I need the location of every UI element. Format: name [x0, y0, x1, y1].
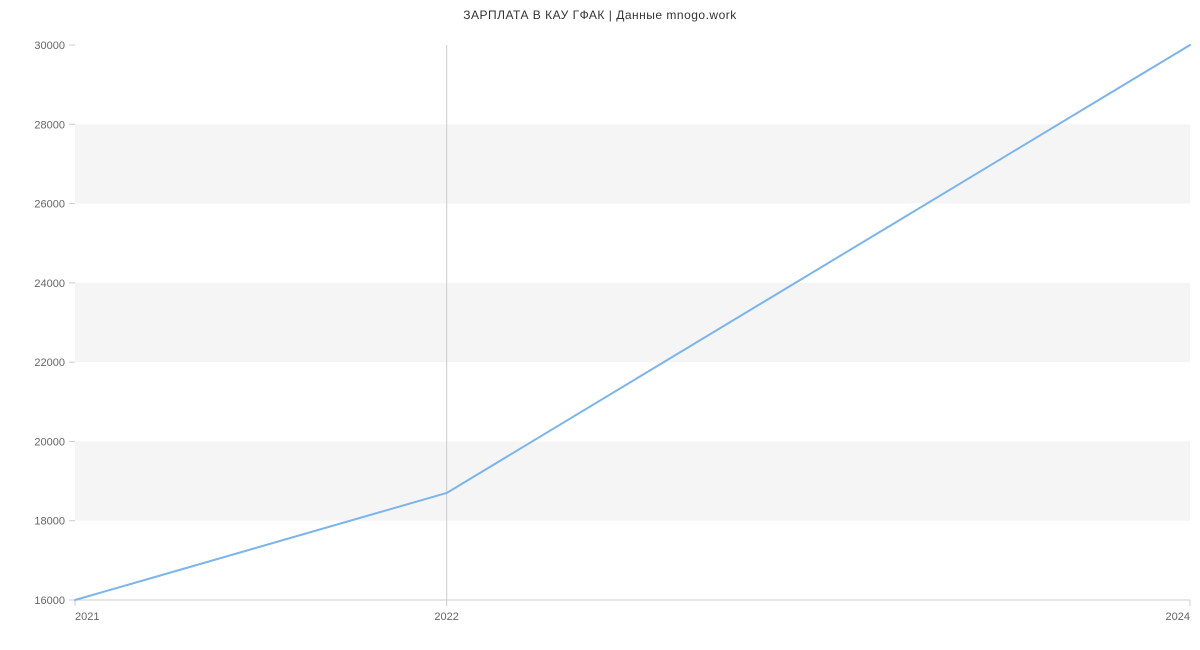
y-tick-label: 30000 [34, 40, 65, 52]
y-tick-label: 16000 [34, 595, 65, 607]
grid-band [75, 441, 1190, 520]
x-tick-label: 2021 [75, 611, 99, 623]
y-tick-label: 26000 [34, 199, 65, 211]
y-tick-label: 20000 [34, 436, 65, 448]
x-tick-label: 2022 [434, 611, 458, 623]
y-tick-label: 28000 [34, 119, 65, 131]
y-tick-label: 18000 [34, 516, 65, 528]
grid-band [75, 124, 1190, 203]
x-tick-label: 2024 [1166, 611, 1190, 623]
y-tick-label: 24000 [34, 278, 65, 290]
chart-title: ЗАРПЛАТА В КАУ ГФАК | Данные mnogo.work [0, 8, 1200, 22]
salary-chart: ЗАРПЛАТА В КАУ ГФАК | Данные mnogo.work … [0, 0, 1200, 650]
y-tick-label: 22000 [34, 357, 65, 369]
grid-band [75, 283, 1190, 362]
chart-svg: 16000 18000 20000 22000 24000 26000 28000 30000… [0, 0, 1200, 650]
